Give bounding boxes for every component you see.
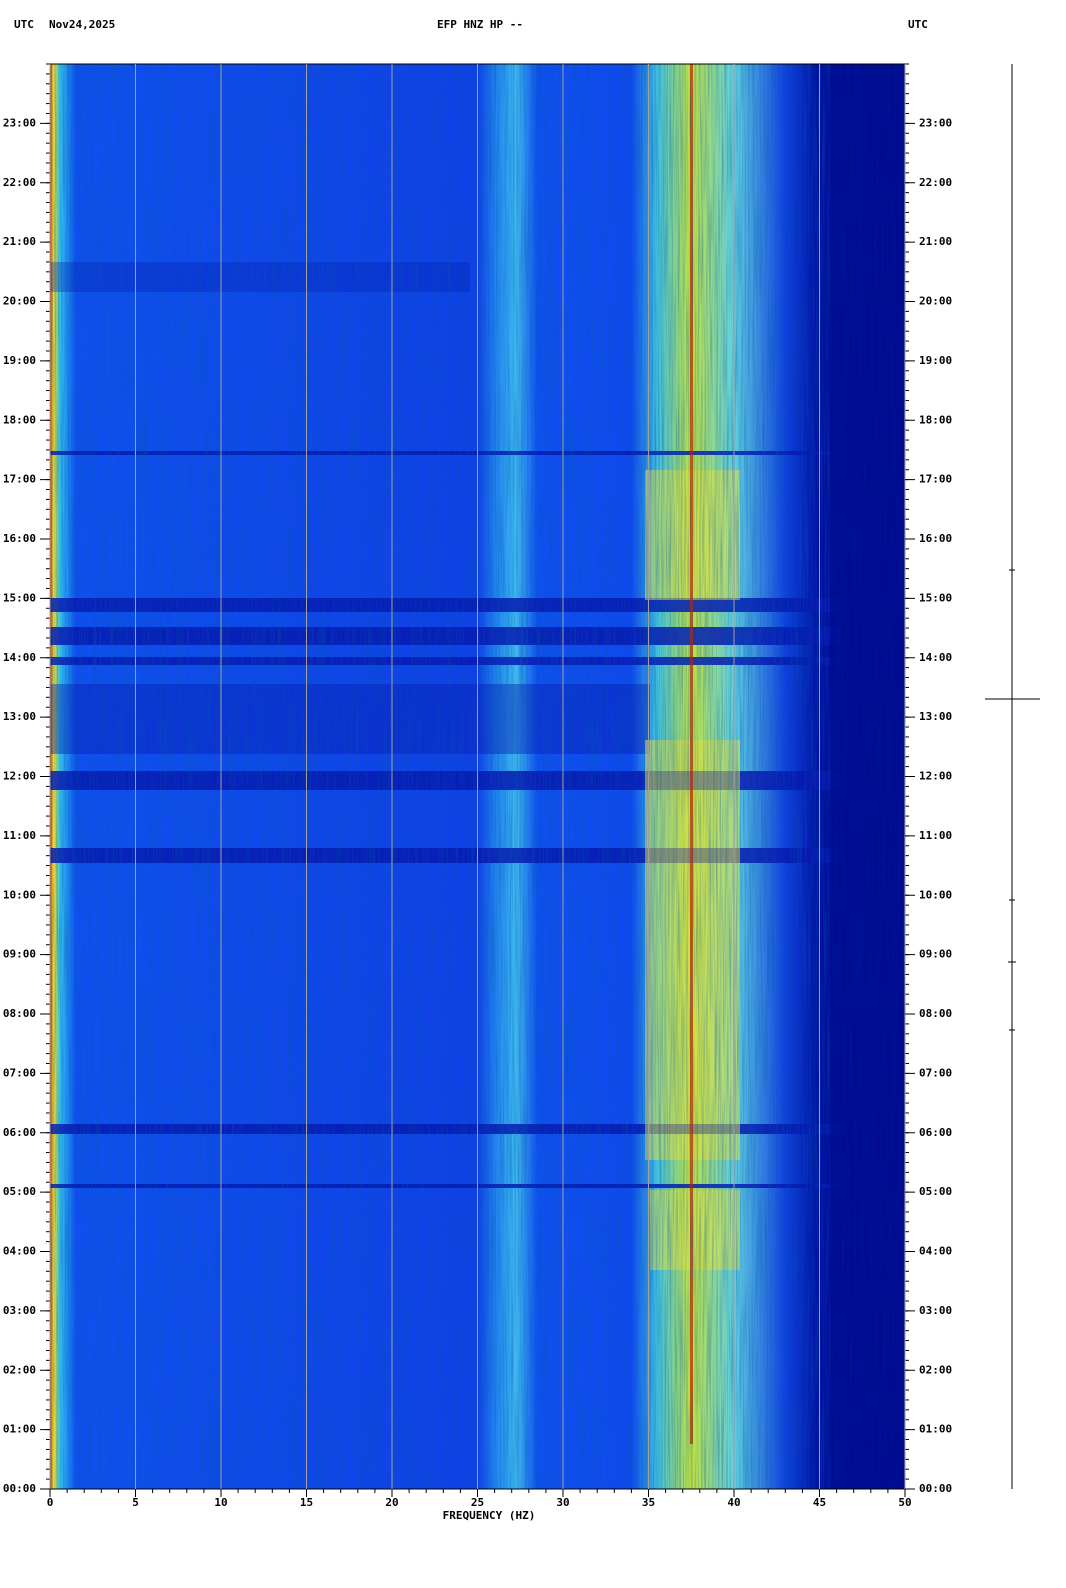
y-tick-label: 21:00: [3, 235, 36, 248]
y-tick-label-right: 22:00: [919, 176, 952, 189]
y-tick-label: 05:00: [3, 1185, 36, 1198]
y-tick-label: 00:00: [3, 1482, 36, 1495]
x-tick-label: 40: [727, 1496, 740, 1509]
y-tick-label: 09:00: [3, 948, 36, 961]
x-tick-label: 15: [300, 1496, 313, 1509]
y-tick-label: 11:00: [3, 829, 36, 842]
y-tick-label-right: 01:00: [919, 1423, 952, 1436]
y-tick-label: 06:00: [3, 1126, 36, 1139]
x-tick-label: 35: [642, 1496, 655, 1509]
x-tick-label: 50: [898, 1496, 911, 1509]
y-tick-label: 02:00: [3, 1363, 36, 1376]
x-tick-label: 30: [556, 1496, 569, 1509]
x-tick-label: 0: [47, 1496, 54, 1509]
x-tick-label: 20: [385, 1496, 398, 1509]
y-tick-label: 04:00: [3, 1245, 36, 1258]
y-tick-label-right: 17:00: [919, 473, 952, 486]
x-tick-label: 45: [813, 1496, 826, 1509]
y-tick-label: 03:00: [3, 1304, 36, 1317]
y-tick-label-right: 14:00: [919, 651, 952, 664]
y-tick-label-right: 02:00: [919, 1363, 952, 1376]
y-tick-label: 07:00: [3, 1066, 36, 1079]
y-tick-label-right: 12:00: [919, 770, 952, 783]
y-tick-label: 10:00: [3, 888, 36, 901]
y-tick-label-right: 19:00: [919, 354, 952, 367]
y-tick-label: 01:00: [3, 1423, 36, 1436]
chart-title: EFP HNZ HP --: [437, 18, 523, 31]
y-tick-label-right: 06:00: [919, 1126, 952, 1139]
x-axis-label: FREQUENCY (HZ): [443, 1509, 536, 1522]
y-tick-label: 20:00: [3, 295, 36, 308]
y-tick-label: 19:00: [3, 354, 36, 367]
y-tick-label-right: 15:00: [919, 591, 952, 604]
y-tick-label-right: 00:00: [919, 1482, 952, 1495]
y-tick-label-right: 16:00: [919, 532, 952, 545]
x-tick-label: 5: [132, 1496, 139, 1509]
y-tick-label-right: 05:00: [919, 1185, 952, 1198]
y-tick-label-right: 03:00: [919, 1304, 952, 1317]
y-tick-label: 13:00: [3, 710, 36, 723]
y-tick-label-right: 10:00: [919, 888, 952, 901]
y-tick-label-right: 08:00: [919, 1007, 952, 1020]
y-tick-label-right: 18:00: [919, 413, 952, 426]
y-tick-label-right: 13:00: [919, 710, 952, 723]
x-tick-label: 25: [471, 1496, 484, 1509]
y-tick-label-right: 07:00: [919, 1066, 952, 1079]
y-tick-label-right: 04:00: [919, 1245, 952, 1258]
trace: [985, 64, 1040, 1489]
y-tick-label: 14:00: [3, 651, 36, 664]
y-tick-label: 16:00: [3, 532, 36, 545]
y-tick-label: 08:00: [3, 1007, 36, 1020]
x-tick-label: 10: [214, 1496, 227, 1509]
date: Nov24,2025: [49, 18, 115, 31]
y-tick-label: 15:00: [3, 591, 36, 604]
y-tick-label: 12:00: [3, 770, 36, 783]
y-tick-label: 22:00: [3, 176, 36, 189]
y-tick-label-right: 11:00: [919, 829, 952, 842]
timezone-left: UTC: [14, 18, 34, 31]
y-tick-label-right: 23:00: [919, 116, 952, 129]
y-tick-label: 18:00: [3, 413, 36, 426]
y-tick-label-right: 20:00: [919, 295, 952, 308]
y-tick-label-right: 21:00: [919, 235, 952, 248]
y-tick-label-right: 09:00: [919, 948, 952, 961]
y-tick-label: 23:00: [3, 116, 36, 129]
y-tick-label: 17:00: [3, 473, 36, 486]
timezone-right: UTC: [908, 18, 928, 31]
